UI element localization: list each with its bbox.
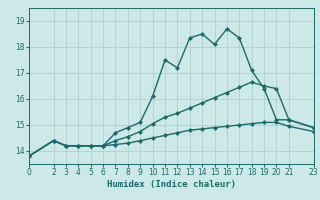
X-axis label: Humidex (Indice chaleur): Humidex (Indice chaleur) <box>107 180 236 189</box>
